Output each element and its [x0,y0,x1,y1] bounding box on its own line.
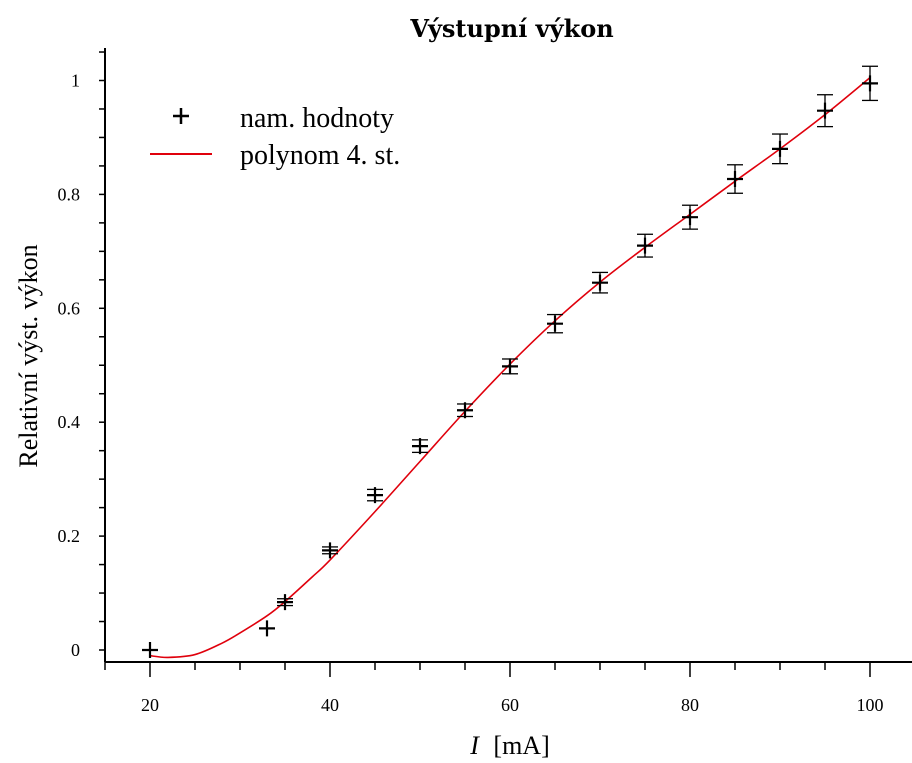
point-marker [727,171,743,188]
point-marker [862,75,878,92]
data-point [142,642,158,658]
y-tick-label: 0 [71,640,80,660]
y-axis-label: Relativní výst. výkon [14,244,43,467]
x-axis-unit: [mA] [493,731,549,760]
y-tick-label: 0.4 [58,412,81,432]
legend-item-measured: nam. hodnoty [173,103,394,134]
point-marker [502,358,518,375]
data-point [682,204,698,230]
y-tick-label: 1 [71,71,80,91]
legend-item-fit: polynom 4. st. [150,140,400,171]
chart-title: Výstupní výkon [409,14,613,43]
x-tick-label: 60 [501,695,519,715]
y-tick-label: 0.6 [58,298,81,318]
point-marker [547,315,563,332]
x-tick-label: 80 [681,695,699,715]
point-marker [457,402,473,419]
x-tick-label: 20 [141,695,159,715]
legend-marker-plus [173,108,189,124]
data-point [277,594,293,611]
data-point [259,620,275,637]
point-marker [367,487,383,504]
point-marker [637,237,653,254]
data-point [727,164,743,194]
data-point [457,402,473,419]
point-marker [772,140,788,157]
y-tick-label: 0.2 [58,526,81,546]
legend-label-fit: polynom 4. st. [240,140,400,171]
x-tick-label: 100 [857,695,884,715]
data-point [592,271,608,294]
x-tick-label: 40 [321,695,339,715]
fit-curve [149,77,871,659]
data-point [547,313,563,334]
y-tick-label: 0.8 [58,184,81,204]
point-marker [817,102,833,119]
point-marker [259,620,275,637]
axes: 0 0.2 0.4 0.6 0.8 1 20 40 60 80 100 [58,48,912,715]
data-point [772,133,788,165]
legend: nam. hodnoty polynom 4. st. [150,103,400,171]
x-axis-variable: I [469,731,480,760]
point-marker [682,209,698,226]
point-marker [277,594,293,611]
x-axis-label: I [mA] [469,731,550,760]
point-marker [142,642,158,658]
data-point [367,487,383,504]
data-point [862,65,878,102]
point-marker [412,438,428,455]
legend-label-measured: nam. hodnoty [240,103,394,134]
data-point [502,358,518,375]
point-marker [322,542,338,559]
data-point [637,233,653,258]
data-point [412,438,428,455]
data-point [817,94,833,128]
point-marker [592,274,608,291]
data-point [322,542,338,559]
plot-area [142,65,878,659]
